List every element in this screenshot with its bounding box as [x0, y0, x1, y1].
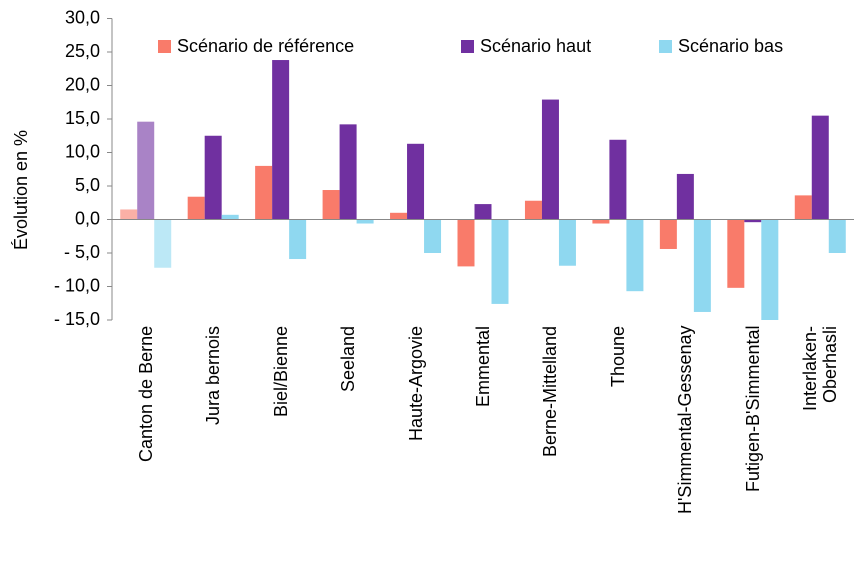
- x-tick-label: Seeland: [338, 326, 359, 393]
- bar: [474, 204, 492, 220]
- x-tick-label: H'Simmental-Gessenay: [675, 326, 696, 515]
- legend-label: Scénario haut: [480, 36, 591, 56]
- bar: [272, 60, 290, 220]
- bar: [339, 124, 357, 220]
- bar: [626, 219, 644, 292]
- bar: [424, 219, 442, 253]
- bar: [794, 195, 812, 220]
- bar: [255, 165, 273, 220]
- x-tick-label: Emmental: [473, 326, 493, 408]
- bar: [693, 219, 711, 312]
- y-tick-label: 25,0: [65, 41, 100, 61]
- bar: [120, 209, 138, 220]
- legend-swatch: [659, 40, 672, 53]
- bars: [120, 60, 846, 320]
- bar: [811, 115, 829, 220]
- y-tick-label: - 5,0: [64, 242, 100, 262]
- x-tick-label: Biel/Bienne: [270, 326, 291, 418]
- bar: [524, 200, 542, 220]
- bar: [609, 139, 627, 220]
- bar: [676, 173, 694, 220]
- bar: [457, 219, 475, 267]
- bar: [659, 219, 677, 249]
- legend-swatch: [158, 40, 171, 53]
- bar: [407, 143, 425, 220]
- bar: [761, 219, 779, 320]
- y-tick-label: 0,0: [75, 208, 100, 228]
- bar: [221, 214, 239, 220]
- bar: [541, 99, 559, 220]
- x-tick-label: Futigen-B'Simmental: [742, 326, 763, 493]
- bar: [322, 190, 340, 220]
- bar: [137, 121, 155, 220]
- x-tick-label: Canton de Berne: [135, 326, 156, 463]
- bar: [289, 219, 307, 260]
- bar: [828, 219, 846, 253]
- x-tick-label: Berne-Mittelland: [540, 326, 561, 458]
- y-tick-label: 30,0: [65, 7, 100, 27]
- y-tick-label: 10,0: [65, 141, 100, 161]
- legend-swatch: [461, 40, 474, 53]
- x-tick-label: Haute-Argovie: [405, 326, 426, 442]
- bar: [187, 196, 205, 220]
- y-tick-label: 5,0: [75, 175, 100, 195]
- y-axis-label: Évolution en %: [11, 130, 31, 250]
- y-tick-label: 20,0: [65, 74, 100, 94]
- legend-label: Scénario de référence: [177, 36, 354, 56]
- bar: [356, 219, 374, 224]
- x-tick-label: Thoune: [607, 326, 628, 388]
- bar: [727, 219, 745, 288]
- bar: [558, 219, 576, 266]
- bar: [491, 219, 509, 304]
- bar: [390, 212, 408, 220]
- bar: [592, 219, 610, 224]
- legend-label: Scénario bas: [678, 36, 783, 56]
- bar: [154, 219, 172, 268]
- x-tick-label: Interlaken- Oberhasli: [800, 326, 841, 412]
- bar: [744, 219, 762, 223]
- y-tick-label: - 15,0: [54, 309, 100, 329]
- y-tick-label: 15,0: [65, 108, 100, 128]
- y-tick-label: - 10,0: [54, 275, 100, 295]
- x-tick-label: Jura bernois: [203, 326, 224, 426]
- bar: [204, 135, 222, 220]
